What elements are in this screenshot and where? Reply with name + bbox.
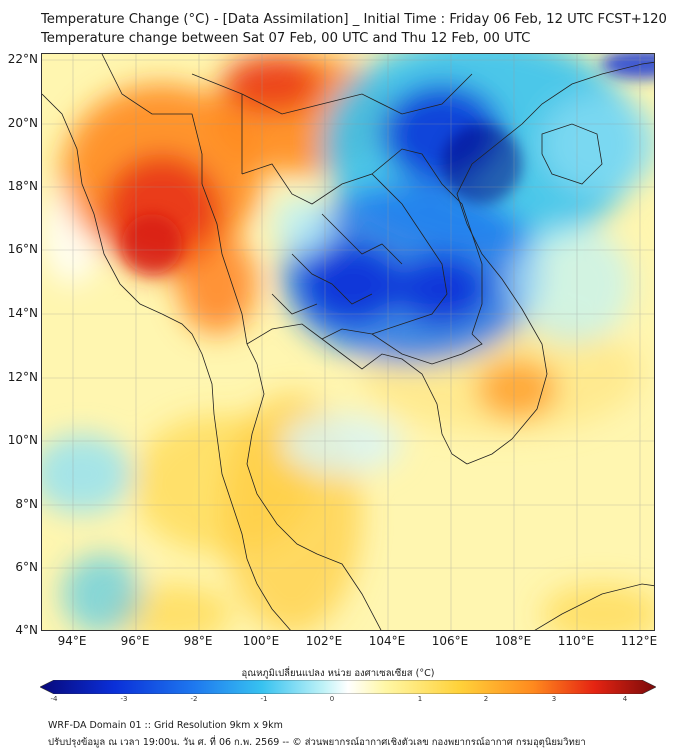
lat-label: 8°N <box>15 497 38 511</box>
lat-label: 10°N <box>7 433 38 447</box>
lat-label: 6°N <box>15 560 38 574</box>
map-title: Temperature Change (°C) - [Data Assimila… <box>41 12 667 27</box>
colorbar-tick: 2 <box>483 695 489 703</box>
lat-label: 16°N <box>7 242 38 256</box>
anomaly-field <box>42 54 654 630</box>
lon-label: 98°E <box>183 634 213 648</box>
model-info: WRF-DA Domain 01 :: Grid Resolution 9km … <box>48 720 283 731</box>
lat-label: 18°N <box>7 179 38 193</box>
colorbar-tick: -4 <box>50 695 58 703</box>
update-credit: ปรับปรุงข้อมูล ณ เวลา 19:00น. วัน ศ. ที่… <box>48 737 586 748</box>
colorbar-tick: -1 <box>260 695 268 703</box>
lon-label: 94°E <box>57 634 87 648</box>
lat-label: 4°N <box>15 623 38 637</box>
lon-label: 112°E <box>620 634 658 648</box>
colorbar-tick: 4 <box>622 695 628 703</box>
colorbar <box>40 680 656 694</box>
coastlines-and-borders <box>42 54 654 630</box>
colorbar-gradient <box>40 680 656 694</box>
colorbar-tick: -2 <box>190 695 198 703</box>
lon-label: 102°E <box>305 634 343 648</box>
map-canvas <box>42 54 654 630</box>
lat-label: 22°N <box>7 52 38 66</box>
lat-label: 14°N <box>7 306 38 320</box>
colorbar-tick: -3 <box>120 695 128 703</box>
colorbar-tick: 3 <box>551 695 557 703</box>
lon-label: 106°E <box>431 634 469 648</box>
temperature-change-map <box>41 53 655 631</box>
lat-label: 12°N <box>7 370 38 384</box>
colorbar-tick: 0 <box>329 695 335 703</box>
map-gridlines <box>42 54 654 630</box>
map-subtitle: Temperature change between Sat 07 Feb, 0… <box>41 31 531 46</box>
lon-label: 96°E <box>120 634 150 648</box>
lon-label: 100°E <box>242 634 280 648</box>
lat-label: 20°N <box>7 116 38 130</box>
lon-label: 108°E <box>494 634 532 648</box>
colorbar-title: อุณหภูมิเปลี่ยนแปลง หน่วย องศาเซลเซียส (… <box>241 668 435 679</box>
lon-label: 104°E <box>368 634 406 648</box>
colorbar-tick: 1 <box>417 695 423 703</box>
lon-label: 110°E <box>557 634 595 648</box>
